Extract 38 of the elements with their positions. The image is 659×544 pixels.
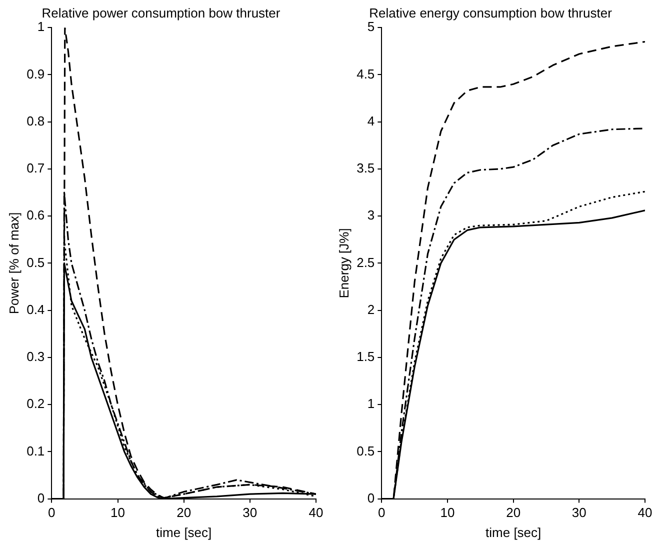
y-tick-label: 0.3	[26, 349, 45, 364]
y-tick-label: 0.7	[26, 160, 45, 176]
y-tick-label: 1.5	[356, 349, 375, 364]
y-tick-label: 4.5	[356, 66, 375, 82]
y-tick-label: 2.5	[356, 254, 375, 270]
x-tick-label: 0	[378, 505, 386, 520]
x-tick-label: 40	[308, 505, 324, 520]
y-tick-label: 0	[367, 490, 375, 506]
y-tick-label: 1	[367, 396, 375, 412]
y-tick-label: 0.9	[26, 66, 45, 82]
x-tick-label: 30	[572, 505, 586, 520]
y-tick-label: 2	[367, 302, 375, 317]
y-axis-title: Energy [J%]	[336, 228, 352, 298]
y-tick-label: 0	[37, 490, 45, 506]
y-axis-title: Power [% of max]	[6, 212, 22, 314]
y-tick-label: 5	[367, 19, 375, 34]
x-axis-title: time [sec]	[156, 524, 212, 540]
x-tick-label: 10	[110, 505, 125, 520]
x-tick-label: 0	[48, 505, 56, 520]
x-tick-label: 30	[242, 505, 258, 520]
y-tick-label: 0.5	[26, 254, 45, 270]
x-tick-label: 20	[506, 505, 521, 520]
x-tick-label: 20	[176, 505, 192, 520]
y-tick-label: 0.4	[26, 302, 45, 317]
chart-title: Relative energy consumption bow thruster	[369, 5, 613, 20]
y-tick-label: 0.2	[26, 396, 45, 412]
y-tick-label: 0.1	[26, 443, 45, 458]
y-tick-label: 0.5	[356, 443, 375, 458]
y-tick-label: 3	[367, 208, 375, 223]
y-tick-label: 1	[37, 19, 45, 34]
y-tick-label: 0.8	[26, 113, 45, 128]
y-tick-label: 3.5	[356, 160, 375, 176]
x-axis-title: time [sec]	[486, 524, 542, 540]
y-tick-label: 4	[367, 113, 375, 128]
y-tick-label: 0.6	[26, 208, 45, 223]
x-tick-label: 40	[638, 505, 652, 520]
chart-title: Relative power consumption bow thruster	[42, 5, 281, 20]
x-tick-label: 10	[440, 505, 455, 520]
